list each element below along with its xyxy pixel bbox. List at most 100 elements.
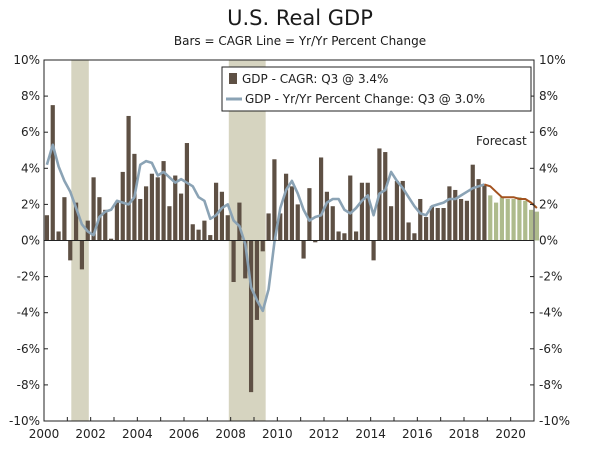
bar-47 bbox=[318, 157, 324, 241]
bar-1 bbox=[50, 105, 55, 241]
yoy-line-actual bbox=[45, 143, 485, 313]
bar-38 bbox=[266, 213, 271, 241]
bar-76 bbox=[488, 195, 493, 241]
bar-50 bbox=[336, 231, 341, 241]
bar-32 bbox=[231, 240, 236, 283]
bar-71 bbox=[458, 198, 464, 241]
bar-8 bbox=[91, 177, 96, 241]
ytick-label-right: 4% bbox=[539, 161, 558, 175]
ytick-label-left: 0% bbox=[21, 234, 40, 248]
bar-45 bbox=[307, 188, 312, 241]
bar-66 bbox=[429, 206, 435, 241]
ytick-label-right: -6% bbox=[539, 342, 562, 356]
bar-23 bbox=[178, 193, 184, 241]
bar-21 bbox=[167, 206, 172, 241]
bar-70 bbox=[453, 189, 458, 241]
bar-12 bbox=[114, 202, 120, 241]
bar-82 bbox=[523, 200, 528, 241]
xtick-label: 2020 bbox=[495, 427, 526, 441]
bar-22 bbox=[173, 175, 178, 241]
bar-25 bbox=[190, 224, 195, 241]
bar-39 bbox=[272, 159, 277, 241]
bar-40 bbox=[278, 213, 283, 241]
line-group bbox=[45, 143, 538, 313]
bar-54 bbox=[359, 182, 365, 241]
ytick-label-left: -8% bbox=[17, 378, 40, 392]
ytick-label-right: -2% bbox=[539, 270, 562, 284]
ytick-label-left: 4% bbox=[21, 161, 40, 175]
xtick-label: 2004 bbox=[122, 427, 153, 441]
bar-55 bbox=[365, 182, 370, 241]
bar-78 bbox=[499, 197, 505, 241]
ytick-label-left: 8% bbox=[21, 89, 40, 103]
ytick-label-left: -6% bbox=[17, 342, 40, 356]
bar-79 bbox=[505, 198, 510, 241]
bar-37 bbox=[260, 240, 265, 252]
bar-19 bbox=[155, 177, 160, 241]
bar-13 bbox=[120, 171, 125, 241]
bar-29 bbox=[213, 182, 219, 241]
ytick-label-right: 6% bbox=[539, 125, 558, 139]
bar-24 bbox=[184, 143, 190, 241]
xtick-label: 2002 bbox=[75, 427, 106, 441]
bar-69 bbox=[447, 186, 452, 241]
bar-4 bbox=[68, 240, 73, 261]
bar-75 bbox=[482, 184, 487, 241]
bar-51 bbox=[342, 233, 347, 241]
ytick-label-left: -2% bbox=[17, 270, 40, 284]
bar-18 bbox=[149, 173, 155, 241]
yoy-line-forecast bbox=[484, 183, 538, 209]
xtick-label: 2006 bbox=[169, 427, 200, 441]
bars-group bbox=[44, 105, 540, 393]
bar-59 bbox=[388, 206, 394, 241]
axes-group: 10% 10% 8% 8% 6% 6% 4% 4% 2% 2% 0% 0% -2% -2% -4% -4% -6… bbox=[9, 53, 570, 441]
bar-49 bbox=[330, 206, 335, 241]
bar-68 bbox=[441, 208, 446, 241]
bar-34 bbox=[243, 240, 248, 279]
legend: GDP - CAGR: Q3 @ 3.4% GDP - Yr/Yr Percen… bbox=[221, 66, 532, 112]
bar-53 bbox=[353, 231, 359, 241]
bar-36 bbox=[254, 240, 260, 320]
forecast-annotation: Forecast bbox=[476, 134, 527, 148]
legend-label-cagr: GDP - CAGR: Q3 @ 3.4% bbox=[242, 72, 388, 86]
bar-30 bbox=[219, 191, 225, 241]
bar-62 bbox=[406, 222, 411, 241]
xtick-label: 2010 bbox=[262, 427, 293, 441]
bar-63 bbox=[412, 233, 417, 241]
bar-16 bbox=[138, 198, 143, 241]
bar-3 bbox=[62, 197, 67, 241]
bar-6 bbox=[79, 240, 85, 270]
xtick-label: 2008 bbox=[215, 427, 246, 441]
bar-61 bbox=[400, 180, 405, 241]
bar-56 bbox=[371, 240, 376, 261]
bar-67 bbox=[435, 208, 440, 241]
bar-84 bbox=[534, 211, 540, 241]
xtick-label: 2000 bbox=[29, 427, 60, 441]
ytick-label-left: 6% bbox=[21, 125, 40, 139]
ytick-label-right: 2% bbox=[539, 197, 558, 211]
bar-60 bbox=[394, 180, 400, 241]
ytick-label-left: -10% bbox=[9, 414, 40, 428]
bar-80 bbox=[511, 198, 516, 241]
ytick-label-left: -4% bbox=[17, 306, 40, 320]
bar-28 bbox=[208, 235, 213, 241]
bar-20 bbox=[161, 161, 166, 241]
bar-58 bbox=[383, 152, 388, 241]
bar-5 bbox=[73, 202, 79, 241]
bar-42 bbox=[289, 186, 295, 241]
xtick-label: 2018 bbox=[449, 427, 480, 441]
bar-48 bbox=[324, 191, 330, 241]
bar-17 bbox=[143, 186, 149, 241]
bar-65 bbox=[423, 217, 429, 241]
bar-46 bbox=[313, 240, 318, 243]
chart-subtitle: Bars = CAGR Line = Yr/Yr Percent Change bbox=[173, 34, 427, 48]
bar-35 bbox=[248, 240, 254, 393]
ytick-label-right: 10% bbox=[539, 53, 566, 67]
bar-2 bbox=[56, 231, 61, 241]
bar-0 bbox=[44, 215, 50, 241]
bar-52 bbox=[348, 175, 353, 241]
bar-26 bbox=[196, 229, 201, 241]
bar-10 bbox=[103, 209, 108, 241]
ytick-label-right: 0% bbox=[539, 234, 558, 248]
